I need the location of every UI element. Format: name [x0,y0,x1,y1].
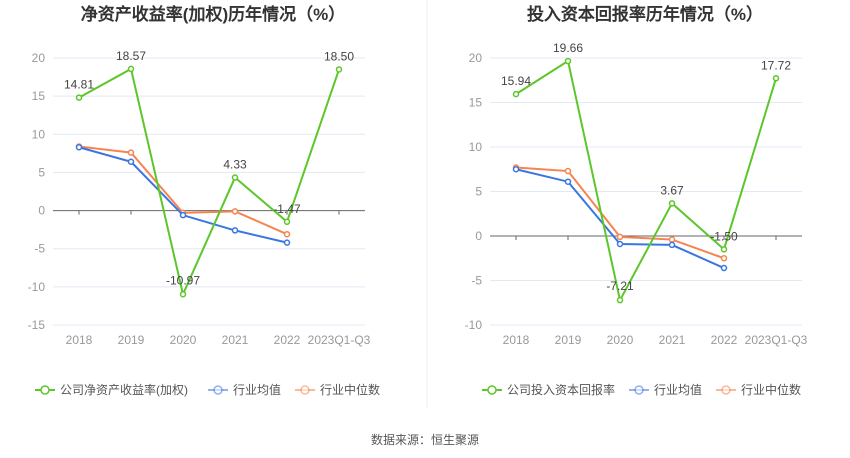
data-point-company [283,218,291,226]
y-tick-label: 0 [475,229,482,243]
data-point-average [179,211,187,219]
source-note: 数据来源：恒生聚源 [371,432,479,447]
x-tick-label: 2020 [607,333,634,347]
data-point-median [616,233,624,241]
data-label: -7.21 [606,279,634,293]
legend-marker-icon [40,385,50,395]
y-tick-label: -5 [471,274,482,288]
data-label: 18.50 [324,49,354,63]
legend-item-average[interactable]: 行业均值 [208,382,281,397]
series-line-median [78,145,288,236]
legend-label: 行业中位数 [741,382,801,397]
y-tick-label: 20 [32,51,46,65]
legend-marker-icon [487,385,497,395]
y-tick-label: 5 [475,185,482,199]
data-point-company [616,296,624,304]
y-tick-label: -10 [28,280,46,294]
x-tick-label: 2022 [711,333,738,347]
y-tick-label: 15 [469,96,483,110]
data-point-average [616,240,624,248]
legend-label: 行业均值 [233,382,281,397]
chart-title: 净资产收益率(加权)历年情况（%） [81,4,345,24]
y-tick-label: -5 [34,242,45,256]
legend-marker-icon [213,385,223,395]
data-point-company [668,200,676,207]
data-point-average [231,227,239,234]
data-point-company [720,246,728,253]
data-point-median [720,255,728,262]
y-tick-label: -15 [28,318,46,332]
legend-item-company[interactable]: 公司净资产收益率(加权) [35,382,188,397]
data-point-average [283,239,291,246]
data-point-company [335,66,343,73]
chart-1: 净资产收益率(加权)历年情况（%） 20 15 10 5 0 -5 -10 -15 2018 201… [28,4,380,397]
legend-label: 公司投入资本回报率 [507,382,615,397]
data-point-median [231,208,239,215]
legend-label: 公司净资产收益率(加权) [60,382,188,397]
data-point-company [564,57,572,65]
data-point-company [772,75,780,82]
data-label: 19.66 [553,41,583,55]
data-label: 3.67 [660,183,684,197]
data-point-average [668,241,676,249]
data-point-average [127,158,135,165]
x-tick-label: 2021 [659,333,686,347]
series-line-average [515,168,725,269]
data-label: 4.33 [223,158,247,172]
data-point-company [127,65,135,73]
x-tick-label: 2021 [222,333,249,347]
y-tick-label: 10 [469,140,483,154]
data-label: 15.94 [501,74,531,88]
data-point-company [512,90,520,98]
y-tick-label: 5 [38,165,45,179]
data-point-average [75,144,83,151]
legend-item-median[interactable]: 行业中位数 [716,382,801,397]
data-label: -1.47 [273,202,301,216]
x-tick-label: 2020 [170,333,197,347]
data-label: 14.81 [64,78,94,92]
y-tick-label: 0 [38,204,45,218]
x-tick-label: 2023Q1-Q3 [745,333,808,347]
x-tick-label: 2018 [66,333,93,347]
data-label: 18.57 [116,49,146,63]
data-point-median [283,230,291,238]
data-point-company [231,174,239,181]
data-label: 17.72 [761,58,791,72]
data-point-median [668,236,676,243]
data-label: -1.50 [710,229,738,243]
legend-label: 行业中位数 [320,382,380,397]
data-label: -10.97 [166,273,200,287]
y-tick-label: 20 [469,51,483,65]
data-point-company [179,291,187,298]
x-tick-label: 2019 [555,333,582,347]
y-tick-label: -10 [465,318,483,332]
chart-2: 投入资本回报率历年情况（%） 20 15 10 5 0 -5 -10 2018 2019 2020 2… [465,4,808,397]
legend-marker-icon [634,385,644,395]
legend-marker-icon [721,385,731,395]
legend-item-company[interactable]: 公司投入资本回报率 [482,382,615,397]
legend-marker-icon [300,385,310,395]
data-point-average [512,166,520,173]
legend-item-average[interactable]: 行业均值 [629,382,702,397]
chart-title: 投入资本回报率历年情况（%） [527,4,763,24]
data-point-median [127,149,135,156]
y-tick-label: 15 [32,89,46,103]
y-tick-label: 10 [32,127,46,141]
series-line-company [515,59,777,304]
legend-item-median[interactable]: 行业中位数 [295,382,380,397]
data-point-median [564,167,572,175]
data-point-company [75,94,83,101]
data-point-average [720,264,728,272]
legend-label: 行业均值 [654,382,702,397]
x-tick-label: 2018 [503,333,530,347]
x-tick-label: 2022 [274,333,301,347]
x-tick-label: 2019 [118,333,145,347]
series-line-company [78,67,340,298]
x-tick-label: 2023Q1-Q3 [308,333,371,347]
data-point-average [564,178,572,185]
